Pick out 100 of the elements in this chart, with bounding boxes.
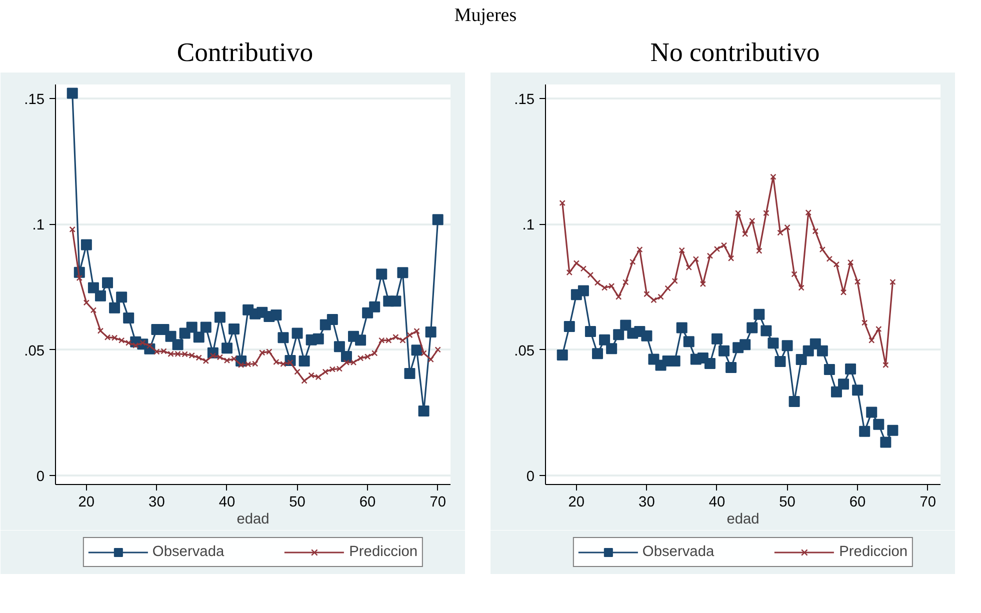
point <box>749 218 756 224</box>
y-tick-label: .1 <box>32 218 45 234</box>
point <box>746 322 758 334</box>
point <box>798 284 804 291</box>
point <box>90 307 97 314</box>
point <box>840 289 847 296</box>
point <box>718 345 730 356</box>
y-tick-label: .05 <box>514 343 534 360</box>
point <box>700 280 706 288</box>
chart-title: No contributivo <box>650 37 820 67</box>
x-axis-title: edad <box>236 512 270 528</box>
point <box>404 368 416 380</box>
point <box>580 266 587 272</box>
point <box>566 269 572 276</box>
point <box>102 277 114 288</box>
x-tick-label: 70 <box>920 494 936 510</box>
x-tick-label: 60 <box>359 494 376 510</box>
point <box>376 268 388 280</box>
point <box>66 88 78 99</box>
point <box>587 272 594 278</box>
point <box>735 210 742 216</box>
point <box>714 246 720 252</box>
point <box>845 364 856 375</box>
point <box>788 396 800 407</box>
point <box>859 426 870 437</box>
point <box>418 406 430 417</box>
point <box>428 356 434 363</box>
point <box>866 406 878 418</box>
point <box>704 358 716 369</box>
point <box>406 332 413 338</box>
point <box>594 280 601 286</box>
point <box>876 326 882 332</box>
x-tick-label: 30 <box>638 494 655 510</box>
point <box>556 349 568 360</box>
point <box>322 368 328 375</box>
point <box>83 300 90 306</box>
point <box>369 301 380 312</box>
point <box>613 329 624 340</box>
point <box>816 345 828 356</box>
point <box>756 248 762 254</box>
point <box>686 264 692 270</box>
point <box>854 278 861 285</box>
x-tick-label: 60 <box>849 494 866 510</box>
point <box>763 210 770 216</box>
x-tick-label: 30 <box>148 494 165 510</box>
point <box>573 260 580 266</box>
point <box>94 290 106 302</box>
point <box>760 325 772 336</box>
point <box>132 342 139 348</box>
point <box>340 350 352 362</box>
point <box>650 297 657 304</box>
point <box>676 322 688 334</box>
point <box>868 337 875 344</box>
point <box>228 324 240 335</box>
point <box>838 378 850 390</box>
point <box>672 278 678 284</box>
point <box>768 338 779 349</box>
y-tick-label: .15 <box>24 92 44 108</box>
point <box>833 261 840 268</box>
legend-label: Observada <box>152 544 224 560</box>
point <box>432 214 444 226</box>
point <box>774 356 786 367</box>
legend-label: Prediccion <box>349 544 418 560</box>
point <box>830 386 842 398</box>
point <box>312 333 324 344</box>
point <box>641 330 652 342</box>
legend-label: Observada <box>642 544 714 560</box>
point <box>400 337 406 344</box>
text: Mujeres <box>454 5 517 27</box>
y-tick-label: .1 <box>522 218 535 234</box>
x-tick-label: 70 <box>430 494 446 510</box>
point <box>564 321 575 332</box>
point <box>355 334 366 346</box>
point <box>826 256 833 262</box>
point <box>890 278 896 286</box>
point <box>165 330 176 342</box>
point <box>692 256 699 262</box>
point <box>620 320 632 331</box>
point <box>270 309 282 320</box>
x-tick-label: 40 <box>708 494 726 510</box>
y-tick-label: 0 <box>526 469 535 486</box>
point <box>683 336 694 348</box>
point <box>76 274 82 282</box>
point <box>116 292 128 303</box>
point <box>193 332 204 343</box>
point <box>658 294 664 300</box>
point <box>214 312 226 323</box>
point <box>592 348 604 360</box>
point <box>770 174 776 180</box>
point <box>80 239 92 250</box>
point <box>852 384 864 396</box>
point <box>636 246 643 253</box>
point <box>584 326 596 338</box>
point <box>824 364 835 376</box>
y-tick-label: 0 <box>36 469 45 486</box>
point <box>123 312 134 324</box>
point <box>862 320 868 326</box>
point <box>887 424 898 436</box>
point <box>726 362 737 374</box>
point <box>97 328 104 334</box>
